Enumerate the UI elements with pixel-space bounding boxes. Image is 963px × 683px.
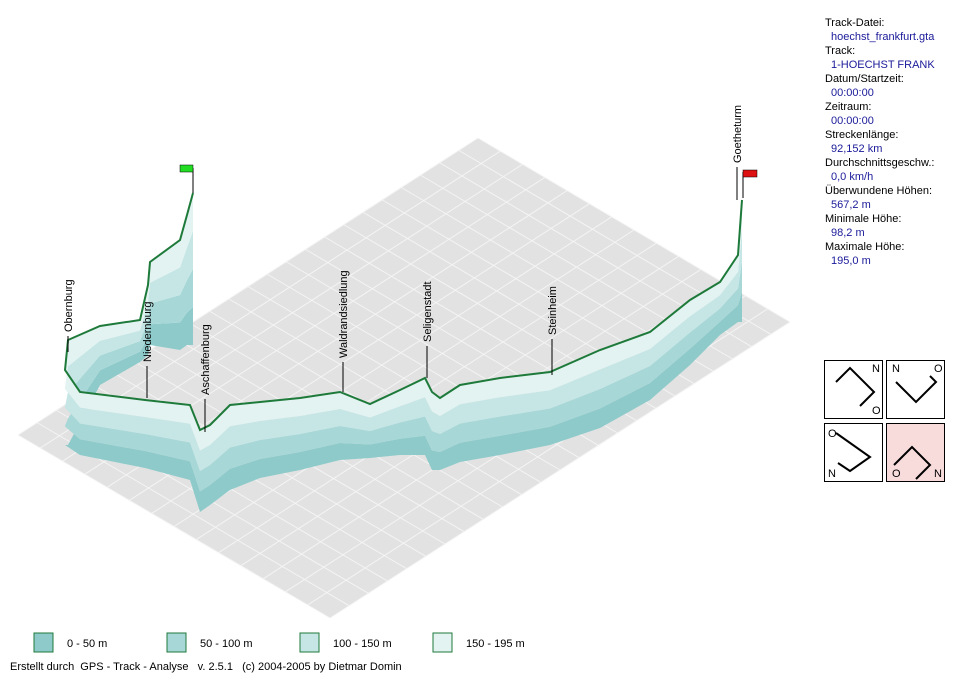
info-value: 00:00:00 [831, 115, 874, 127]
info-label: Minimale Höhe: [825, 213, 901, 225]
orientation-letter: N [892, 363, 900, 375]
plane-grid-line [17, 434, 331, 619]
legend: 0 - 50 m 50 - 100 m 100 - 150 m 150 - 195 m [33, 632, 525, 653]
info-value: 567,2 m [831, 199, 871, 211]
info-label: Track: [825, 45, 855, 57]
info-value: 195,0 m [831, 255, 871, 267]
start-flag [179, 164, 194, 173]
orientation-icon [835, 432, 872, 473]
orientation-button[interactable]: ON [824, 423, 883, 482]
orientation-letter: O [828, 428, 837, 440]
info-label: Durchschnittsgeschw.: [825, 157, 934, 169]
orientation-icon [835, 366, 876, 407]
elevation-band [65, 193, 742, 451]
legend-swatch [33, 632, 54, 653]
orientation-letter: O [892, 468, 901, 480]
waypoints: Obernburg Niedernburg Aschaffenburg Waldran… [63, 105, 744, 432]
info-value: hoechst_frankfurt.gta [831, 31, 935, 43]
info-value: 92,152 km [831, 143, 882, 155]
footer: Erstellt durch GPS - Track - Analyse v. … [10, 661, 402, 673]
info-label: Überwundene Höhen: [825, 185, 932, 197]
legend-label: 0 - 50 m [67, 638, 107, 650]
waypoint-label: Steinheim [547, 286, 559, 335]
info-value: 98,2 m [831, 227, 865, 239]
button-frame [886, 423, 945, 482]
orientation-icon [895, 375, 938, 404]
button-frame [886, 360, 945, 419]
orientation-letter: N [934, 468, 942, 480]
waypoint-label: Goetheturm [732, 105, 744, 163]
orientation-letter: O [934, 363, 943, 375]
info-label: Maximale Höhe: [825, 241, 904, 253]
waypoint-label: Waldrandsiedlung [338, 270, 350, 358]
legend-swatch [299, 632, 320, 653]
legend-label: 50 - 100 m [200, 638, 253, 650]
legend-swatch [432, 632, 453, 653]
info-label: Streckenlänge: [825, 129, 898, 141]
info-value: 0,0 km/h [831, 171, 873, 183]
legend-label: 100 - 150 m [333, 638, 392, 650]
orientation-letter: N [828, 468, 836, 480]
info-value: 1-HOECHST FRANK [831, 59, 935, 71]
waypoint-label: Niedernburg [142, 301, 154, 362]
orientation-button[interactable]: NO [824, 360, 883, 419]
info-label: Datum/Startzeit: [825, 73, 904, 85]
waypoint-label: Aschaffenburg [200, 324, 212, 395]
info-value: 00:00:00 [831, 87, 874, 99]
button-frame [824, 423, 883, 482]
legend-swatch [166, 632, 187, 653]
waypoint-label: Obernburg [63, 279, 75, 332]
legend-label: 150 - 195 m [466, 638, 525, 650]
info-label: Track-Datei: [825, 17, 885, 29]
orientation-buttons: NON OON O N [824, 360, 945, 482]
waypoint-label: Seligenstadt [422, 281, 434, 342]
info-label: Zeitraum: [825, 101, 871, 113]
orientation-icon [893, 445, 932, 480]
orientation-letter: O [872, 405, 881, 417]
end-flag [742, 169, 758, 178]
track-line [63, 192, 743, 432]
info-panel: Track-Datei: hoechst_frankfurt.gta Track: 1… [825, 17, 935, 267]
track-3d [63, 192, 743, 512]
orientation-letter: N [872, 363, 880, 375]
